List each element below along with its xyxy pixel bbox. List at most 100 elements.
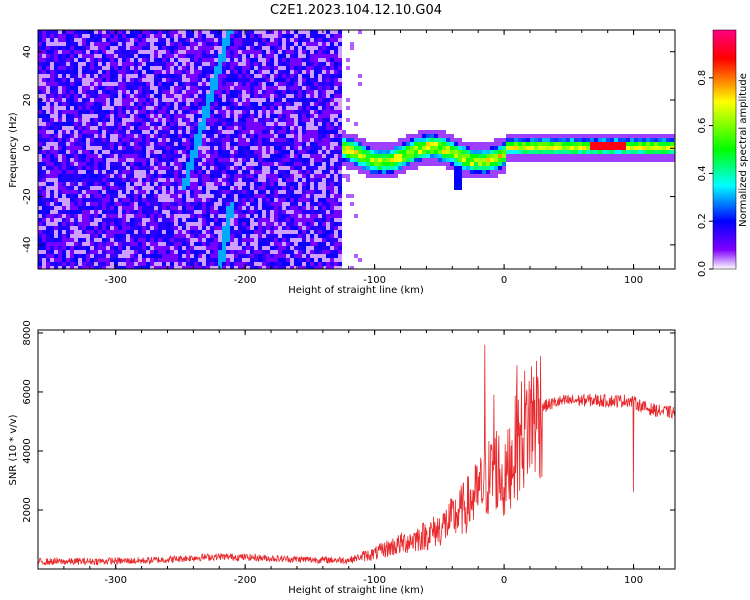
spectrogram-cell: [86, 222, 90, 226]
spectrogram-cell: [146, 222, 150, 226]
spectrogram-cell: [270, 242, 274, 246]
spectrogram-cell: [178, 34, 182, 38]
spectrogram-cell: [210, 50, 214, 54]
spectrogram-cell: [290, 178, 294, 182]
spectrogram-cell: [186, 206, 190, 210]
spectrogram-cell: [238, 162, 242, 166]
spectrogram-cell: [286, 142, 290, 146]
spectrogram-cell: [302, 126, 306, 130]
spectrogram-cell: [162, 138, 166, 142]
spectrogram-cell: [314, 234, 318, 238]
spectrogram-cell: [82, 166, 86, 170]
spectrogram-cell: [146, 134, 150, 138]
spectrogram-cell: [218, 258, 222, 262]
spectrogram-cell: [86, 50, 90, 54]
spectrogram-cell: [334, 46, 338, 50]
spectrogram-cell: [206, 222, 210, 226]
spectrogram-cell: [242, 138, 246, 142]
spectrogram-cell: [54, 114, 58, 118]
spectrogram-cell: [310, 62, 314, 66]
spectrogram-cell: [330, 78, 334, 82]
spectrogram-cell: [266, 62, 270, 66]
spectrogram-cell: [158, 258, 162, 262]
spectrogram-cell: [38, 74, 42, 78]
spectrogram-cell: [498, 146, 502, 150]
spectrogram-cell: [306, 154, 310, 158]
spectrogram-cell: [274, 42, 278, 46]
spectrogram-cell: [122, 202, 126, 206]
spectrogram-cell: [230, 74, 234, 78]
spectrogram-cell: [290, 134, 294, 138]
spectrogram-cell: [338, 58, 342, 62]
spectrogram-cell: [110, 262, 114, 266]
spectrogram-cell: [142, 190, 146, 194]
spectrogram-cell: [466, 154, 470, 158]
spectrogram-cell: [366, 150, 370, 154]
spectrogram-cell: [334, 214, 338, 218]
spectrogram-cell: [266, 206, 270, 210]
spectrogram-cell: [206, 194, 210, 198]
spectrogram-cell: [302, 158, 306, 162]
spectrogram-cell: [106, 126, 110, 130]
spectrogram-cell: [242, 50, 246, 54]
spectrogram-cell: [198, 246, 202, 250]
spectrogram-cell: [278, 154, 282, 158]
spectrogram-cell: [234, 230, 238, 234]
spectrogram-cell: [86, 70, 90, 74]
spectrogram-cell: [122, 102, 126, 106]
spectrogram-cell: [78, 34, 82, 38]
spectrogram-cell: [174, 102, 178, 106]
spectrogram-cell: [98, 162, 102, 166]
spectrogram-cell: [290, 138, 294, 142]
spectrogram-cell: [258, 86, 262, 90]
spectrogram-cell: [314, 110, 318, 114]
spectrogram-cell: [182, 62, 186, 66]
spectrogram-cell: [154, 230, 158, 234]
spectrogram-cell: [286, 154, 290, 158]
spectrogram-cell: [222, 242, 226, 246]
spectrogram-cell: [254, 150, 258, 154]
spectrogram-cell: [230, 222, 234, 226]
spectrogram-cell: [158, 98, 162, 102]
spectrogram-cell: [90, 222, 94, 226]
spectrogram-cell: [338, 210, 342, 214]
spectrogram-cell: [314, 50, 318, 54]
spectrogram-cell: [182, 254, 186, 258]
spectrogram-cell: [186, 158, 190, 162]
spectrogram-cell: [138, 262, 142, 266]
spectrogram-cell: [254, 206, 258, 210]
spectrogram-cell: [294, 162, 298, 166]
spectrogram-cell: [338, 130, 342, 134]
spectrogram-cell: [274, 190, 278, 194]
spectrogram-cell: [294, 58, 298, 62]
spectrogram-cell: [230, 126, 234, 130]
spectrogram-cell: [218, 98, 222, 102]
spectrogram-cell: [290, 66, 294, 70]
spectrogram-cell: [150, 54, 154, 58]
spectrogram-cell: [58, 50, 62, 54]
spectrogram-cell: [322, 182, 326, 186]
spectrogram-cell: [306, 146, 310, 150]
spectrogram-cell: [330, 106, 334, 110]
spectrogram-cell: [94, 162, 98, 166]
spectrogram-cell: [294, 150, 298, 154]
spectrogram-cell: [274, 34, 278, 38]
spectrogram-cell: [214, 198, 218, 202]
spectrogram-cell: [370, 150, 374, 154]
spectrogram-cell: [230, 246, 234, 250]
spectrogram-cell: [154, 62, 158, 66]
spectrogram-cell: [246, 82, 250, 86]
spectrogram-cell: [166, 178, 170, 182]
spectrogram-cell: [238, 94, 242, 98]
spectrogram-cell: [42, 194, 46, 198]
spectrogram-cell: [262, 170, 266, 174]
spectrogram-cell: [182, 94, 186, 98]
spectrogram-cell: [174, 202, 178, 206]
spectrogram-cell: [242, 34, 246, 38]
spectrogram-cell: [242, 150, 246, 154]
spectrogram-cell: [130, 34, 134, 38]
spectrogram-cell: [230, 194, 234, 198]
spectrogram-cell: [138, 214, 142, 218]
spectrogram-cell: [130, 198, 134, 202]
